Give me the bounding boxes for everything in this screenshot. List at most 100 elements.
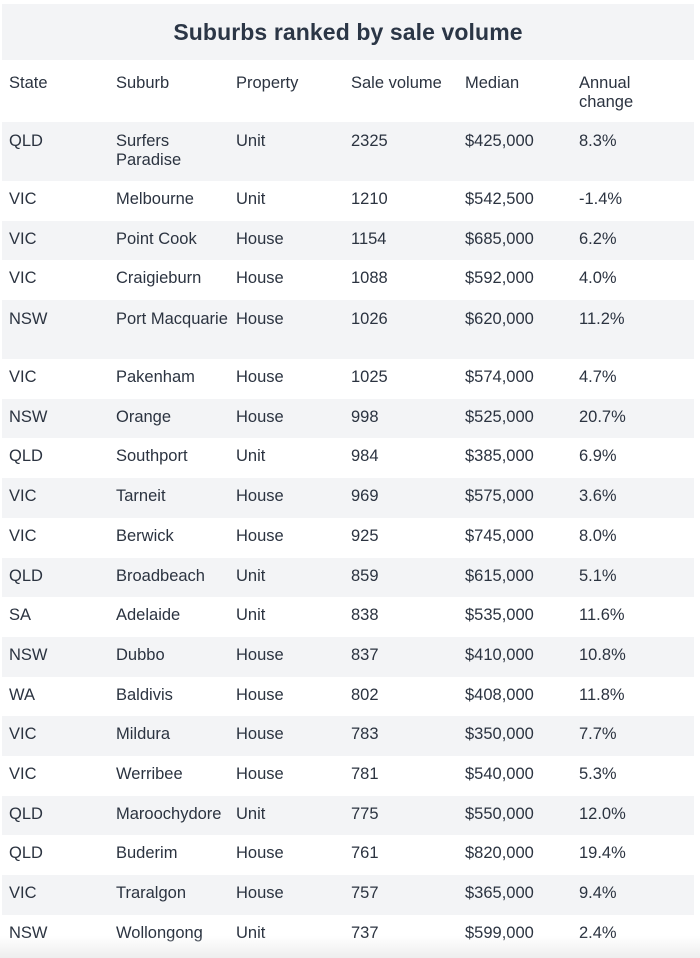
table-title: Suburbs ranked by sale volume	[173, 18, 523, 45]
table-row: VIC Mildura House 783 $350,000 7.7%	[2, 716, 694, 756]
sale-volume-cell: 737	[351, 923, 379, 942]
suburb-cell: Orange	[116, 407, 172, 426]
annual-change-cell: -1.4%	[579, 190, 623, 208]
annual-change-cell: 6.2%	[579, 229, 617, 248]
sale-volume-cell: 969	[351, 487, 379, 506]
annual-change-cell: 11.2%	[579, 310, 625, 329]
property-cell: House	[236, 487, 284, 506]
table-row: VIC Point Cook House 1154 $685,000 6.2%	[2, 220, 694, 261]
property-cell: House	[236, 685, 284, 704]
sale-volume-cell: 761	[351, 844, 379, 863]
suburb-cell: Adelaide	[116, 606, 181, 625]
suburb-cell: Buderim	[116, 844, 178, 863]
table-row: NSW Dubbo House 837 $410,000 10.8%	[2, 636, 694, 677]
state-cell: QLD	[9, 804, 43, 823]
property-cell: Unit	[236, 606, 266, 625]
suburb-cell: Berwick	[116, 526, 174, 545]
sale-volume-cell: 837	[351, 645, 379, 664]
median-cell: $425,000	[465, 132, 534, 150]
table-row: QLD Surfers Paradise Unit 2325 $425,000 8.3%	[2, 122, 694, 181]
table-row: WA Baldivis House 802 $408,000 11.8%	[2, 677, 694, 717]
table-header-row: State Suburb Property Sale volume Median…	[2, 62, 694, 122]
property-cell: House	[236, 725, 284, 744]
state-cell: NSW	[9, 645, 48, 664]
state-cell: VIC	[9, 725, 37, 744]
sale-volume-cell: 838	[351, 606, 379, 625]
suburb-cell: Wollongong	[116, 923, 203, 942]
sale-volume-cell: 1026	[351, 310, 388, 329]
annual-change-cell: 4.7%	[579, 368, 617, 387]
state-cell: SA	[9, 606, 32, 625]
table-row: VIC Craigieburn House 1088 $592,000 4.0%	[2, 260, 694, 300]
suburb-cell: Baldivis	[116, 685, 173, 704]
sale-volume-cell: 859	[351, 566, 379, 585]
suburb-cell: Dubbo	[116, 645, 165, 664]
median-cell: $365,000	[465, 884, 534, 902]
suburb-cell: Craigieburn	[116, 269, 202, 288]
state-cell: QLD	[9, 566, 43, 585]
table-row: VIC Tarneit House 969 $575,000 3.6%	[2, 478, 694, 518]
state-cell: NSW	[9, 923, 48, 942]
suburb-cell: Broadbeach	[116, 566, 205, 585]
sale-volume-cell: 2325	[351, 132, 388, 150]
median-cell: $575,000	[465, 487, 534, 506]
column-header-suburb: Suburb	[116, 74, 170, 92]
table-row: VIC Traralgon House 757 $365,000 9.4%	[2, 875, 694, 915]
suburb-cell: Maroochydore	[116, 804, 222, 823]
property-cell: House	[236, 526, 284, 545]
annual-change-cell: 8.0%	[579, 526, 617, 545]
state-cell: VIC	[9, 764, 37, 783]
table-row: SA Adelaide Unit 838 $535,000 11.6%	[2, 597, 694, 637]
property-cell: House	[236, 269, 284, 288]
property-cell: Unit	[236, 447, 266, 466]
column-header-sale-volume: Sale volume	[351, 74, 442, 92]
annual-change-cell: 11.8%	[579, 685, 625, 704]
state-cell: QLD	[9, 132, 43, 150]
property-cell: Unit	[236, 804, 266, 823]
table-row: QLD Broadbeach Unit 859 $615,000 5.1%	[2, 557, 694, 598]
state-cell: VIC	[9, 368, 37, 387]
median-cell: $745,000	[465, 526, 534, 545]
property-cell: Unit	[236, 132, 266, 150]
annual-change-cell: 9.4%	[579, 884, 617, 902]
state-cell: NSW	[9, 310, 48, 329]
title-bar: Suburbs ranked by sale volume	[2, 4, 694, 60]
sale-volume-cell: 1154	[351, 229, 387, 248]
annual-change-cell: 7.7%	[579, 725, 617, 744]
annual-change-cell: 11.6%	[579, 606, 625, 625]
suburb-cell: Traralgon	[116, 884, 187, 902]
sale-volume-cell: 984	[351, 447, 379, 466]
annual-change-cell: 8.3%	[579, 132, 617, 150]
suburb-cell: Surfers Paradise	[116, 132, 182, 169]
median-cell: $574,000	[465, 368, 534, 387]
median-cell: $615,000	[465, 566, 534, 585]
median-cell: $410,000	[465, 645, 534, 664]
state-cell: QLD	[9, 844, 43, 863]
median-cell: $385,000	[465, 447, 534, 466]
sale-volume-cell: 1088	[351, 269, 388, 288]
state-cell: VIC	[9, 884, 37, 902]
property-cell: House	[236, 764, 284, 783]
state-cell: VIC	[9, 190, 37, 208]
property-cell: Unit	[236, 190, 266, 208]
property-cell: House	[236, 645, 284, 664]
sale-volume-cell: 802	[351, 685, 379, 704]
table-row: NSW Port Macquarie House 1026 $620,000 11.2%	[2, 300, 694, 360]
suburb-cell: Southport	[116, 447, 188, 466]
table-row: NSW Orange House 998 $525,000 20.7%	[2, 398, 694, 439]
annual-change-cell: 19.4%	[579, 844, 626, 863]
median-cell: $620,000	[465, 310, 534, 329]
property-cell: Unit	[236, 923, 266, 942]
state-cell: NSW	[9, 407, 48, 426]
state-cell: VIC	[9, 269, 37, 288]
annual-change-cell: 2.4%	[579, 923, 617, 942]
annual-change-cell: 3.6%	[579, 487, 617, 506]
table-row: VIC Werribee House 781 $540,000 5.3%	[2, 756, 694, 796]
annual-change-cell: 12.0%	[579, 804, 626, 823]
median-cell: $540,000	[465, 764, 534, 783]
median-cell: $350,000	[465, 725, 534, 744]
column-header-median: Median	[465, 74, 520, 92]
suburb-cell: Tarneit	[116, 487, 166, 506]
sale-volume-cell: 775	[351, 804, 379, 823]
